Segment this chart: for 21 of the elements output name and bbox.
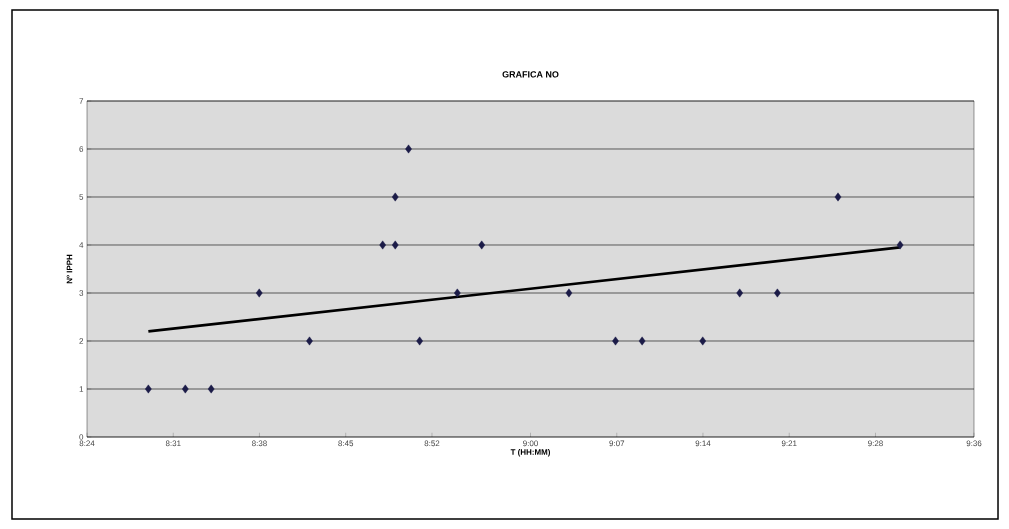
point bbox=[896, 240, 904, 250]
point bbox=[379, 240, 387, 250]
point bbox=[207, 384, 215, 394]
point bbox=[181, 384, 189, 394]
point bbox=[255, 288, 263, 298]
point bbox=[834, 192, 842, 202]
point bbox=[699, 336, 707, 346]
point bbox=[612, 336, 619, 346]
point bbox=[391, 240, 399, 250]
point bbox=[565, 288, 573, 298]
point bbox=[638, 336, 646, 346]
point bbox=[453, 288, 461, 298]
point bbox=[405, 144, 412, 154]
point bbox=[478, 240, 486, 250]
point bbox=[306, 336, 313, 346]
chart-title: GRAFICA NO bbox=[502, 71, 559, 78]
point bbox=[145, 384, 152, 394]
point bbox=[391, 192, 399, 202]
point bbox=[416, 336, 423, 346]
point bbox=[774, 288, 781, 298]
point bbox=[736, 288, 744, 298]
